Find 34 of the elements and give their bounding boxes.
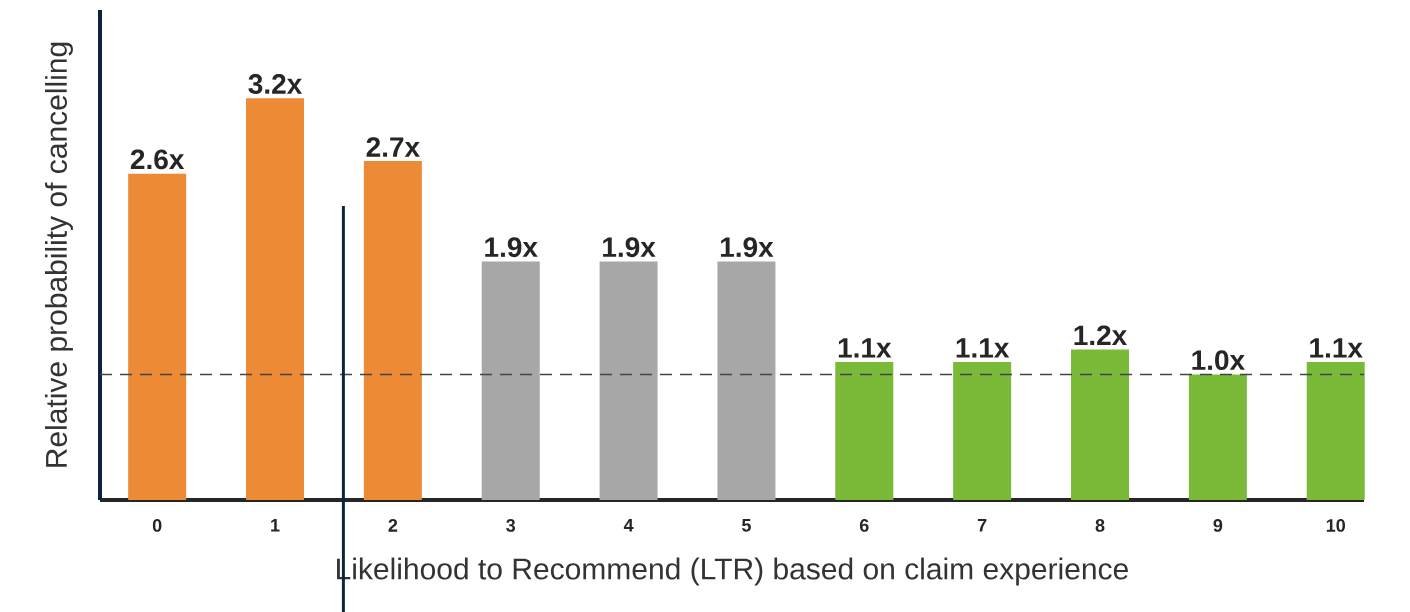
bar [481,261,540,500]
data-label: 2.6x [130,149,185,170]
bar [363,161,422,500]
data-label: 2.7x [366,137,420,157]
x-tick-label: 0 [152,519,162,532]
x-tick-label: 9 [1213,519,1223,532]
bar [599,261,658,500]
x-tick-label: 10 [1326,519,1346,532]
data-label: 1.0x [1192,350,1245,371]
x-tick-label: 7 [977,519,987,532]
data-label: 1.9x [485,237,538,258]
x-tick-label: 3 [506,519,516,532]
data-label: 1.2x [1074,325,1128,345]
data-label: 1.9x [720,237,774,258]
x-tick-label: 8 [1095,519,1105,532]
data-label: 1.9x [603,237,656,258]
bar [1071,349,1130,500]
bar [1306,361,1365,500]
x-tick-label: 6 [859,519,869,532]
data-label: 3.2x [248,74,303,94]
x-tick-label: 4 [623,519,634,532]
data-label: 1.1x [838,338,892,358]
y-axis-title: Relative probability of cancelling [44,42,73,467]
bar [128,173,187,500]
bar [835,361,894,500]
data-label: 1.1x [1310,338,1363,358]
data-label: 1.1x [956,338,1010,358]
x-tick-label: 5 [742,519,751,532]
bar [246,98,305,500]
bar [717,261,776,500]
x-tick-label: 2 [388,519,398,532]
x-tick-label: 1 [271,519,280,532]
bar [953,361,1012,500]
bar [1188,374,1247,500]
